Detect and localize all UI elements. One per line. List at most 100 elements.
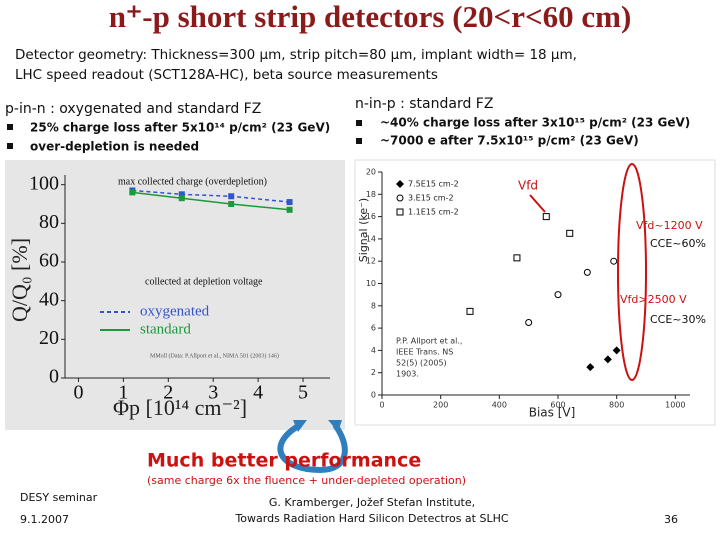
annotation: 1903.: [396, 370, 419, 379]
legend-swatch: [396, 180, 404, 188]
x-tick-label: 2: [163, 382, 173, 404]
right-heading: n-in-p : standard FZ: [355, 96, 493, 112]
footer-event: DESY seminar: [20, 491, 98, 504]
annotation: MMoll (Data: P.Allport et al., NIMA 501 …: [150, 352, 279, 359]
legend-label: oxygenated: [140, 303, 210, 319]
point: [566, 229, 574, 237]
right-chart-panel: [354, 159, 716, 426]
footer-date: 9.1.2007: [20, 513, 69, 526]
point: [513, 254, 521, 262]
point: [178, 195, 185, 202]
y-tick-label: 6: [371, 324, 376, 333]
bullet-marker: [356, 120, 362, 126]
annotation: CCE~30%: [650, 313, 706, 326]
slide-title: n⁺-p short strip detectors (20<r<60 cm): [109, 0, 632, 34]
legend-label: 1.1E15 cm-2: [408, 208, 459, 217]
annotation: max collected charge (overdepletion): [118, 176, 267, 187]
x-tick-label: 5: [298, 382, 308, 404]
bullet: 25% charge loss after 5x10¹⁴ p/cm² (23 G…: [30, 121, 330, 135]
annotation: Vfd: [518, 179, 538, 193]
arrow-head: [328, 420, 342, 432]
point: [228, 201, 235, 207]
x-tick-label: 800: [609, 401, 624, 410]
y-tick-label: 16: [366, 212, 376, 221]
y-tick-label: 12: [366, 257, 376, 266]
x-tick-label: 0: [73, 382, 83, 404]
y-tick-label: 60: [39, 250, 59, 272]
y-tick-label: 2: [371, 368, 376, 377]
y-tick-label: 20: [39, 327, 59, 349]
annotation: 52(5) (2005): [396, 359, 447, 368]
annotation: IEEE Trans. NS: [396, 348, 453, 357]
x-tick-label: 400: [492, 401, 507, 410]
point: [610, 257, 618, 265]
arrow-head: [293, 420, 307, 432]
annotation: Vfd>2500 V: [620, 293, 687, 306]
y-axis-label: Signal (ke⁻): [357, 198, 370, 262]
series-line: [132, 191, 290, 211]
annotation: CCE~60%: [650, 237, 706, 250]
y-tick-label: 20: [366, 168, 376, 177]
page-number: 36: [664, 513, 678, 526]
point: [542, 213, 550, 221]
y-tick-label: 40: [39, 288, 59, 310]
left-heading: p-in-n : oxygenated and standard FZ: [5, 101, 261, 117]
bullet: over-depletion is needed: [30, 140, 199, 154]
footer-author: G. Kramberger, Jožef Stefan Institute,: [269, 496, 475, 509]
highlight-ellipse: [617, 163, 647, 381]
x-tick-label: 4: [253, 382, 263, 404]
y-tick-label: 0: [49, 366, 59, 388]
y-tick-label: 14: [366, 234, 376, 243]
point: [583, 268, 591, 276]
point: [286, 199, 293, 206]
subtitle-line: Detector geometry: Thickness=300 µm, str…: [15, 47, 577, 63]
arrow: [529, 194, 546, 213]
point: [129, 189, 136, 196]
annotation: Vfd~1200 V: [636, 219, 703, 232]
x-tick-label: 1000: [665, 401, 685, 410]
x-tick-label: 1: [118, 382, 128, 404]
legend-label: 3.E15 cm-2: [408, 194, 454, 203]
y-axis-label: Q/Q₀ [%]: [7, 238, 32, 322]
series-line: [132, 189, 290, 203]
point: [466, 307, 474, 315]
conclusion-note: (same charge 6x the fluence + under-depl…: [147, 474, 466, 487]
curved-arrow: [277, 422, 348, 474]
y-tick-label: 18: [366, 190, 376, 199]
y-tick-label: 4: [371, 346, 376, 355]
bullet-marker: [356, 138, 362, 144]
footer-talk: Towards Radiation Hard Silicon Detectros…: [234, 512, 508, 525]
y-tick-label: 0: [371, 391, 376, 400]
y-tick-label: 100: [29, 172, 59, 194]
y-tick-label: 8: [371, 301, 376, 310]
legend-swatch: [396, 194, 404, 202]
x-tick-label: 3: [208, 382, 218, 404]
subtitle-line: LHC speed readout (SCT128A-HC), beta sou…: [15, 67, 438, 83]
point: [603, 355, 612, 364]
bullet-marker: [7, 124, 13, 130]
annotation: collected at depletion voltage: [145, 276, 263, 287]
y-tick-label: 10: [366, 279, 376, 288]
point: [525, 319, 533, 327]
point: [586, 363, 595, 372]
bullet: ~7000 e after 7.5x10¹⁵ p/cm² (23 GeV): [380, 134, 639, 148]
legend-label: 7.5E15 cm-2: [408, 180, 459, 189]
point: [178, 191, 185, 198]
point: [554, 291, 562, 299]
x-tick-label: 200: [433, 401, 448, 410]
point: [612, 346, 621, 355]
point: [286, 206, 293, 213]
annotation: P.P. Allport et al.,: [396, 337, 462, 346]
legend-label: standard: [140, 321, 191, 337]
x-axis-label: Bias [V]: [529, 406, 576, 420]
x-tick-label: 600: [550, 401, 565, 410]
x-tick-label: 0: [379, 401, 384, 410]
bullet: ~40% charge loss after 3x10¹⁵ p/cm² (23 …: [380, 116, 690, 130]
y-tick-label: 80: [39, 211, 59, 233]
conclusion-title: Much better performance: [147, 450, 421, 472]
bullet-marker: [7, 143, 13, 149]
legend-swatch: [396, 208, 404, 216]
